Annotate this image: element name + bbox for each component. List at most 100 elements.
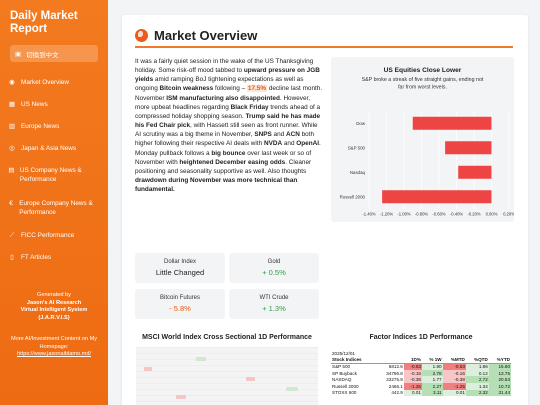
table-cell: SP Buyback: [332, 370, 357, 376]
table-row: Russell 2000 2466.1 -1.25 2.27 -1.25 1.34 10.7…: [331, 382, 511, 390]
x-tick-label: -0.60%: [432, 212, 446, 217]
credits-acronym: (J.A.R.V.I.S): [38, 314, 70, 321]
sidebar-item-label: Europe Company News & Performance: [19, 200, 93, 216]
homepage-link[interactable]: https://www.jasonaiblamo.md/: [17, 351, 91, 357]
sidebar-item-us-company-news[interactable]: ▤ US Company News & Performance: [8, 167, 106, 184]
sidebar-item-label: US Company News & Performance: [19, 167, 82, 183]
stat-label: Dollar Index: [163, 259, 196, 265]
chart-bar: [445, 141, 492, 155]
credits-org: Jason's AI Research: [26, 299, 82, 306]
heatmap-title: MSCI World Index Cross Sectional 1D Perf…: [142, 334, 312, 341]
homepage-text: More AI/Investment Content on My Homepag…: [10, 336, 98, 350]
msci-heatmap-image: [136, 347, 318, 405]
column-header: 1D%: [403, 356, 422, 364]
stat-value: + 1.3%: [262, 304, 286, 313]
sidebar-item-japan-asia-news[interactable]: ◎ Japan & Asia News: [8, 145, 106, 154]
table-date: 2025/12/01: [332, 350, 355, 356]
stat-label: Bitcoin Futures: [159, 295, 201, 301]
chart-subtitle: S&P broke a streak of five straight gain…: [362, 77, 484, 83]
table-cell: 0.01: [403, 389, 422, 397]
table-cell: 2.27: [421, 382, 443, 390]
column-header: % 1W: [421, 356, 443, 364]
stat-value: + 0.5%: [262, 268, 286, 277]
table-cell: 1.34: [465, 382, 489, 390]
chart-bar: [412, 116, 492, 130]
table-cell: 34796.8: [386, 370, 403, 376]
sidebar-homepage: More AI/Investment Content on My Homepag…: [4, 336, 104, 359]
column-header: Stock Indices: [331, 356, 377, 364]
table-cell: -1.25: [442, 382, 466, 390]
sidebar-item-europe-company-news[interactable]: € Europe Company News & Performance: [8, 200, 106, 217]
x-tick-label: -0.80%: [415, 212, 429, 217]
factor-indices-table: 2025/12/01 Stock Indices 1D% % 1W %MTD %…: [331, 350, 511, 397]
x-tick-label: -1.00%: [397, 212, 411, 217]
table-cell: -1.25: [403, 382, 422, 390]
table-cell: -0.53: [403, 363, 422, 370]
table-cell: 31.44: [488, 389, 511, 397]
table-cell: S&P 500: [332, 364, 351, 370]
column-header: %MTD: [442, 356, 466, 364]
language-toggle-label: 切換到中文: [26, 51, 59, 59]
x-tick-label: -1.20%: [380, 212, 394, 217]
sidebar: Daily Market Report ▣ 切換到中文 ◉ Market Ove…: [0, 0, 108, 405]
main-panel: Market Overview It was a fairly quiet se…: [122, 15, 528, 405]
table-row: SP Buyback 34796.8 -0.16 2.78 -0.16 0.12 13.75: [331, 369, 511, 377]
language-toggle-button[interactable]: ▣ 切換到中文: [10, 45, 98, 62]
table-cell: 442.9: [391, 390, 403, 396]
stat-card-bitcoin-futures: Bitcoin Futures - 5.8%: [135, 289, 225, 319]
credits-assistant: Virtual Intelligent System: [20, 307, 88, 313]
stat-card-wti-crude: WTI Crude + 1.3%: [229, 289, 319, 319]
column-header: %QTD: [465, 356, 489, 364]
table-cell: 13.75: [488, 369, 511, 377]
chart-bar: [382, 190, 492, 204]
table-cell: -0.38: [403, 376, 422, 383]
table-row: STOXX 600 442.9 0.01 3.11 0.01 2.32 31.44: [331, 389, 511, 397]
x-tick-label: 0.20%: [503, 212, 514, 217]
sidebar-credits: Generated by Jason's AI Research Virtual…: [4, 292, 104, 322]
table-cell: -0.53: [442, 363, 466, 370]
building-icon: ▤: [8, 167, 15, 174]
stat-label: Gold: [267, 259, 281, 265]
us-equities-chart: US Equities Close Lower S&P broke a strea…: [331, 57, 514, 222]
globe-asia-icon: ◎: [9, 145, 15, 152]
table-row: NASDAQ 23275.9 -0.38 1.77 -0.38 2.72 20.53: [331, 376, 511, 383]
bitcoin-decline-highlight: 17.5%: [246, 85, 268, 93]
bank-icon: ▥: [8, 123, 16, 130]
table-cell: NASDAQ: [332, 377, 352, 383]
credits-generated-by: Generated by: [37, 292, 71, 298]
table-cell: STOXX 600: [332, 390, 357, 396]
table-cell: -0.16: [403, 369, 422, 377]
sidebar-item-label: Europe News: [21, 123, 60, 130]
table-cell: 3.11: [421, 389, 443, 397]
x-tick-label: -0.20%: [467, 212, 481, 217]
sidebar-item-europe-news[interactable]: ▥ Europe News: [8, 123, 106, 132]
table-cell: 20.53: [488, 376, 511, 383]
table-cell: 1.90: [421, 363, 443, 370]
table-cell: 0.12: [465, 369, 489, 377]
language-icon: ▣: [15, 50, 22, 58]
table-cell: 10.72: [488, 382, 511, 390]
stat-card-gold: Gold + 0.5%: [229, 253, 319, 283]
table-cell: 1.77: [421, 376, 443, 383]
table-cell: 0.01: [442, 389, 466, 397]
table-cell: -0.16: [442, 369, 466, 377]
page-header: Market Overview: [135, 28, 257, 43]
x-tick-label: -0.40%: [450, 212, 464, 217]
table-cell: 2.32: [465, 389, 489, 397]
sidebar-item-label: FT Articles: [21, 254, 52, 261]
sidebar-item-label: Market Overview: [21, 79, 69, 86]
x-tick-label: -1.40%: [362, 212, 376, 217]
factor-title: Factor Indices 1D Performance: [369, 334, 473, 341]
table-cell: 23275.9: [386, 377, 403, 383]
x-tick-label: 0.00%: [486, 212, 498, 217]
category-label: Nasdaq: [350, 170, 366, 175]
table-cell: 2466.1: [388, 383, 403, 389]
sidebar-item-ft-articles[interactable]: ▯ FT Articles: [8, 254, 106, 263]
sidebar-item-ficc-performance[interactable]: ⟋ FICC Performance: [8, 232, 106, 241]
market-summary: It was a fairly quiet session in the wak…: [135, 58, 323, 194]
sidebar-item-label: FICC Performance: [21, 232, 75, 239]
sidebar-item-market-overview[interactable]: ◉ Market Overview: [8, 79, 106, 88]
sidebar-item-us-news[interactable]: ▦ US News: [8, 101, 106, 110]
sidebar-item-label: Japan & Asia News: [21, 145, 77, 152]
column-header: %YTD: [488, 356, 511, 364]
